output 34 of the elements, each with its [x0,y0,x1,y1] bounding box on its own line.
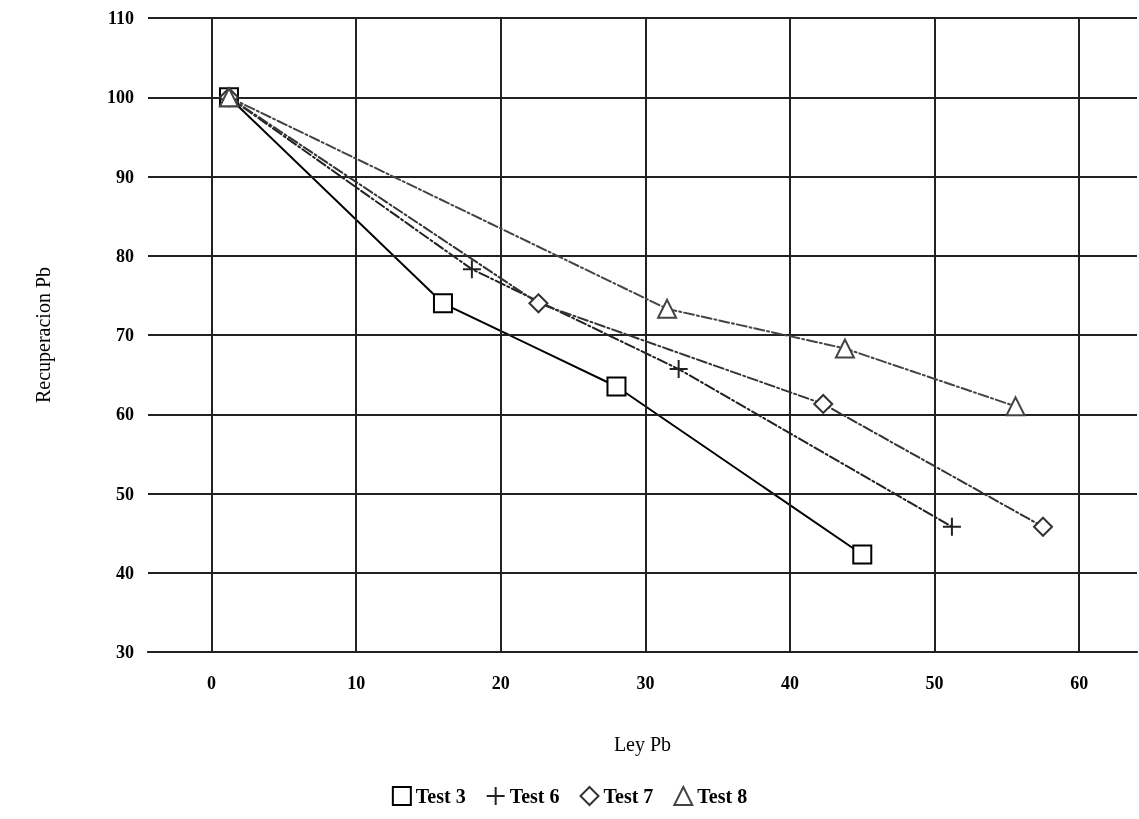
x-axis-title: Ley Pb [613,733,672,756]
x-tick-label: 0 [207,673,217,693]
x-tick-label: 50 [925,673,944,693]
point [834,338,855,359]
x-tick-label: 30 [636,673,655,693]
y-tick-label: 40 [116,562,134,583]
legend-label: Test 3 [415,785,466,807]
legend-label: Test 8 [697,785,748,807]
y-tick-label: 80 [116,245,134,266]
legend-label: Test 7 [603,785,654,807]
point [668,359,689,380]
point [528,293,549,314]
legend-label: Test 6 [509,785,560,807]
y-tick-label: 50 [116,483,134,504]
y-tick-label: 70 [116,325,134,345]
y-tick-label: 60 [116,404,134,425]
x-tick-label: 40 [780,673,799,693]
point [657,298,678,319]
point [852,544,873,565]
y-tick-label: 30 [116,642,134,662]
point [1033,516,1054,537]
x-tick-label: 20 [491,673,510,693]
x-tick-label: 10 [347,673,366,693]
x-tick-label: 60 [1070,673,1089,693]
y-tick-label: 110 [107,8,134,28]
point [432,293,453,314]
point [813,393,834,414]
point [941,516,962,537]
y-axis-title: Recuperacion Pb [32,266,55,404]
point [1005,396,1026,417]
point [461,259,482,280]
y-tick-label: 100 [107,87,134,108]
point [606,376,627,397]
y-tick-label: 90 [116,166,134,187]
